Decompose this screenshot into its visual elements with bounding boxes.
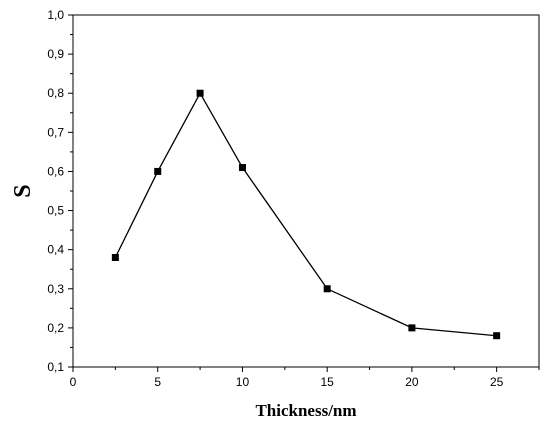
x-tick-label: 15 bbox=[321, 375, 335, 389]
y-tick-label: 0,5 bbox=[47, 204, 64, 218]
x-tick-label: 20 bbox=[405, 375, 419, 389]
y-tick-label: 0,3 bbox=[47, 282, 64, 296]
data-point bbox=[111, 253, 119, 261]
y-tick-label: 0,4 bbox=[47, 243, 64, 257]
x-axis-title: Thickness/nm bbox=[255, 401, 356, 420]
y-axis-title: S bbox=[10, 184, 36, 197]
series-layer bbox=[111, 89, 501, 340]
data-point bbox=[323, 285, 331, 293]
x-axis: 0 5 10 15 20 25 bbox=[70, 367, 540, 389]
y-tick-label: 0,2 bbox=[47, 321, 64, 335]
x-tick-label: 0 bbox=[70, 375, 77, 389]
y-tick-label: 0,6 bbox=[47, 164, 64, 178]
x-tick-label: 5 bbox=[154, 375, 161, 389]
y-tick-label: 1,0 bbox=[47, 8, 64, 22]
data-point bbox=[493, 332, 501, 340]
data-point bbox=[196, 89, 204, 97]
data-point bbox=[408, 324, 416, 332]
y-tick-label: 0,7 bbox=[47, 125, 64, 139]
x-tick-label: 25 bbox=[490, 375, 504, 389]
x-tick-label: 10 bbox=[236, 375, 250, 389]
plot-frame bbox=[72, 14, 540, 368]
data-point bbox=[154, 167, 162, 175]
y-axis: 0,1 0,2 0,3 0,4 0,5 0,6 0,7 0,8 0,9 1,0 bbox=[47, 8, 73, 374]
y-tick-label: 0,9 bbox=[47, 47, 64, 61]
series-line bbox=[114, 91, 497, 337]
y-tick-label: 0,1 bbox=[47, 360, 64, 374]
y-tick-label: 0,8 bbox=[47, 86, 64, 100]
data-point bbox=[238, 164, 246, 172]
